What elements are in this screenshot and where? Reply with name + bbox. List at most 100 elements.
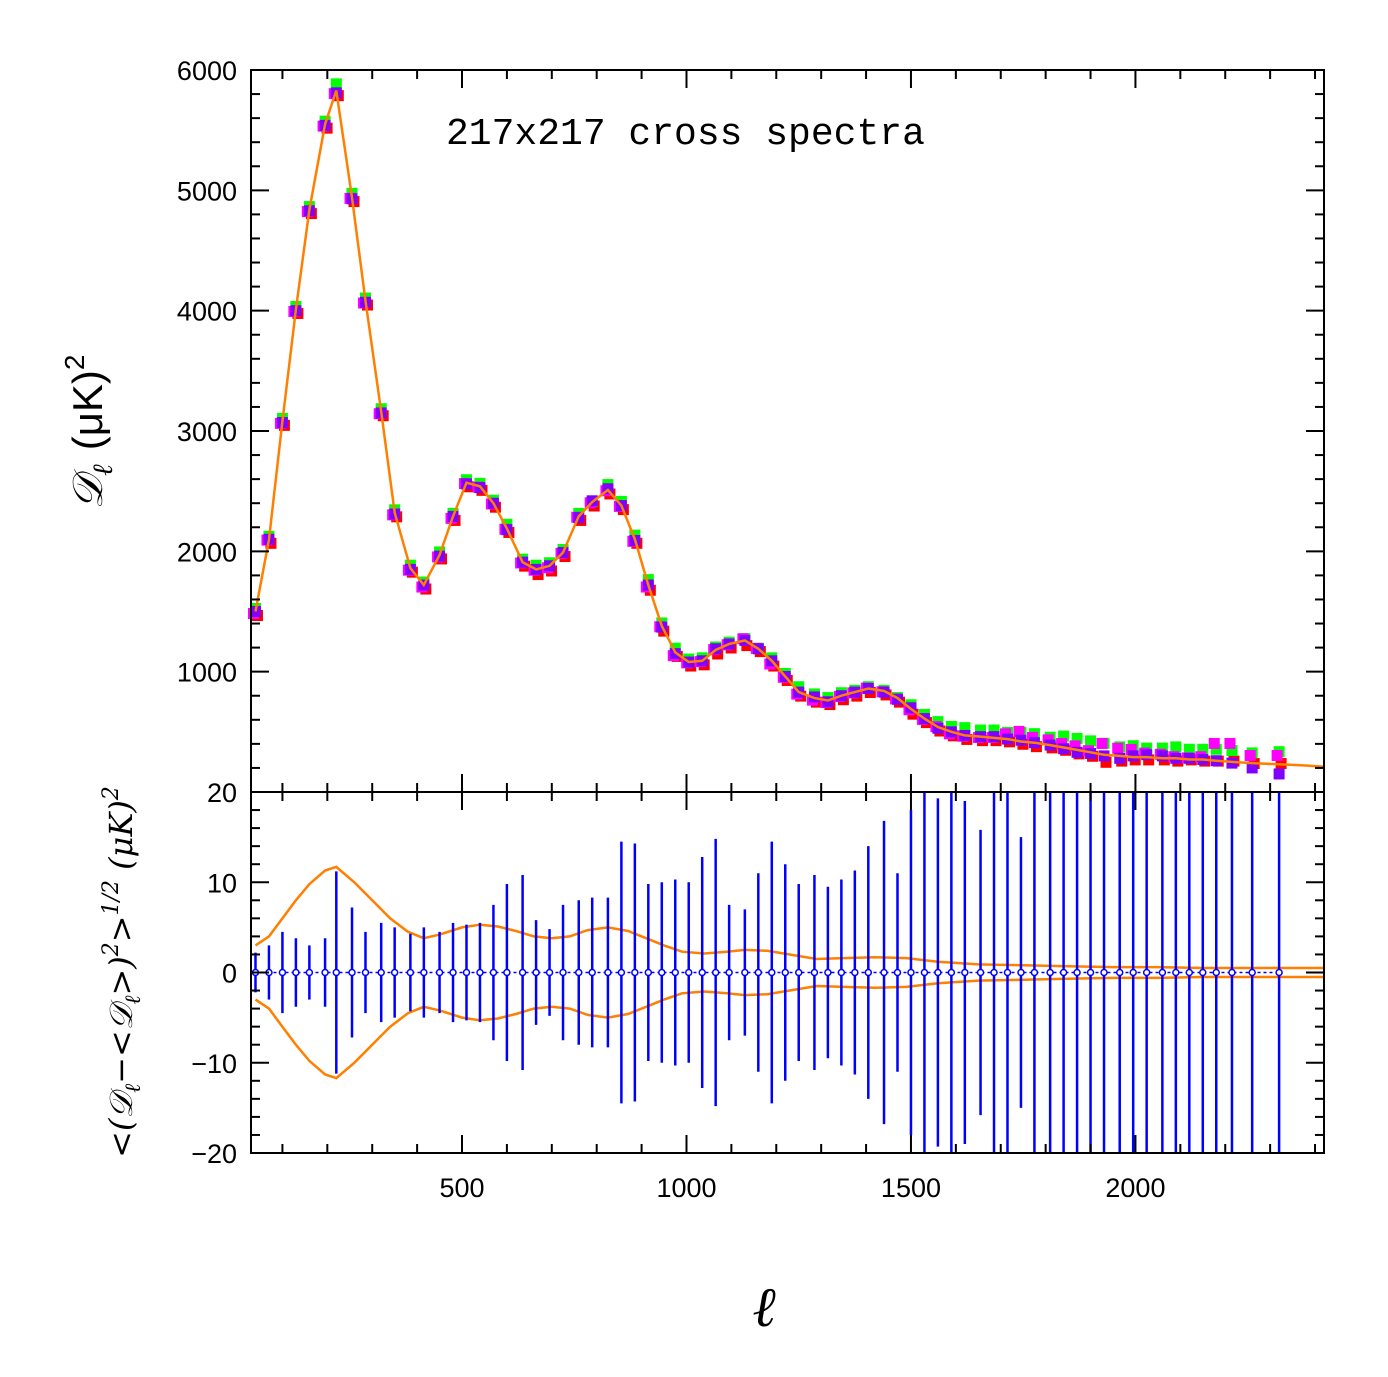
residual-point	[810, 968, 819, 977]
residual-point	[1017, 968, 1025, 977]
residual-point	[920, 968, 929, 977]
residual-point	[1030, 968, 1039, 977]
data-point	[1271, 749, 1283, 761]
top-y-tick-label: 5000	[177, 176, 237, 206]
residual-point	[741, 968, 749, 977]
bottom-y-label-minus: −<	[102, 1030, 140, 1084]
residual-point	[377, 968, 385, 977]
residual-point	[768, 968, 776, 977]
residual-point	[893, 968, 902, 977]
bottom-y-tick-label: 20	[207, 778, 237, 808]
data-point	[1085, 735, 1097, 747]
residual-point	[684, 968, 693, 977]
residual-point	[864, 968, 873, 977]
data-point	[1210, 743, 1222, 755]
residual-point	[1212, 968, 1221, 977]
residual-point	[332, 968, 341, 977]
residual-point	[559, 968, 567, 977]
data-point	[1125, 743, 1137, 755]
residual-point	[292, 968, 300, 977]
data-point	[1100, 756, 1112, 768]
residual-point	[658, 968, 666, 977]
residual-point	[725, 968, 733, 977]
bottom-y-label-close: >)	[102, 956, 140, 995]
bottom-y-tick-label: −20	[191, 1139, 237, 1169]
residual-point	[1158, 968, 1167, 977]
residual-point	[1115, 968, 1124, 977]
data-point	[1058, 730, 1070, 742]
residual-point	[518, 968, 527, 977]
residual-point	[851, 968, 859, 977]
top-y-axis-label-unit: (μK)	[64, 370, 111, 450]
residual-point	[390, 968, 399, 977]
data-point	[1244, 749, 1256, 761]
bottom-y-label-sup2: 1/2	[99, 880, 124, 915]
residual-point	[1142, 968, 1151, 977]
top-y-tick-label: 4000	[177, 297, 237, 327]
residual-point	[574, 968, 583, 977]
x-axis-label: ℓ	[752, 1275, 776, 1340]
residual-point	[462, 968, 471, 977]
top-y-tick-label: 3000	[177, 417, 237, 447]
data-point	[1112, 742, 1124, 754]
residual-point	[305, 968, 314, 977]
top-y-axis-label-sup: 2	[59, 355, 90, 371]
residual-point	[449, 968, 457, 977]
residual-point	[1073, 968, 1081, 977]
top-y-tick-label: 1000	[177, 658, 237, 688]
bottom-y-tick-label: 10	[207, 868, 237, 898]
data-point	[1170, 741, 1182, 753]
bottom-y-tick-label: −10	[191, 1049, 237, 1079]
residual-point	[1059, 968, 1068, 977]
data-point	[1156, 742, 1168, 754]
bottom-y-label-unit: (μK)	[102, 800, 140, 880]
residual-point	[880, 968, 888, 977]
residual-point	[278, 968, 287, 977]
residual-point	[1100, 968, 1108, 977]
data-point	[1096, 737, 1108, 749]
residual-point	[1248, 968, 1256, 977]
residual-point	[631, 968, 639, 977]
residual-point	[406, 968, 415, 977]
residual-point	[1003, 968, 1012, 977]
data-point	[1013, 725, 1025, 737]
residual-point	[1086, 968, 1095, 977]
residual-point	[1275, 968, 1283, 977]
bottom-y-label-sup3: 2	[99, 786, 124, 801]
data-point	[1208, 737, 1220, 749]
top-y-tick-label: 6000	[177, 56, 237, 86]
x-tick-label: 1000	[656, 1173, 716, 1203]
model-line	[254, 90, 1325, 768]
residual-point	[617, 968, 626, 977]
residual-point	[781, 968, 790, 977]
residual-point	[588, 968, 596, 977]
bottom-data-marks	[251, 792, 1324, 1153]
residual-point	[489, 968, 498, 977]
data-point	[975, 724, 987, 736]
chart-title: 217x217 cross spectra	[446, 113, 925, 156]
residual-point	[1228, 968, 1236, 977]
residual-point	[990, 968, 998, 977]
data-point	[1071, 746, 1083, 758]
data-point	[1071, 732, 1083, 744]
residual-point	[1172, 968, 1180, 977]
residual-point	[545, 968, 554, 977]
residual-point	[503, 968, 511, 977]
data-point	[1069, 740, 1081, 752]
residual-point	[604, 968, 612, 977]
top-data-marks	[247, 78, 1325, 780]
residual-point	[934, 968, 942, 977]
data-point	[1114, 752, 1126, 764]
top-y-tick-label: 2000	[177, 537, 237, 567]
residual-point	[1129, 968, 1137, 977]
residual-point	[321, 968, 329, 977]
bottom-y-label-sup1: 2	[99, 942, 124, 957]
residual-point	[698, 968, 706, 977]
residual-point	[644, 968, 653, 977]
bottom-y-label-sub2: ℓ	[121, 995, 146, 1005]
residual-point	[532, 968, 540, 977]
residual-point	[837, 968, 846, 977]
data-point	[1224, 737, 1236, 749]
bottom-y-axis-label: <(𝒟ℓ−<𝒟ℓ>)2>1/2 (μK)2	[99, 786, 146, 1158]
